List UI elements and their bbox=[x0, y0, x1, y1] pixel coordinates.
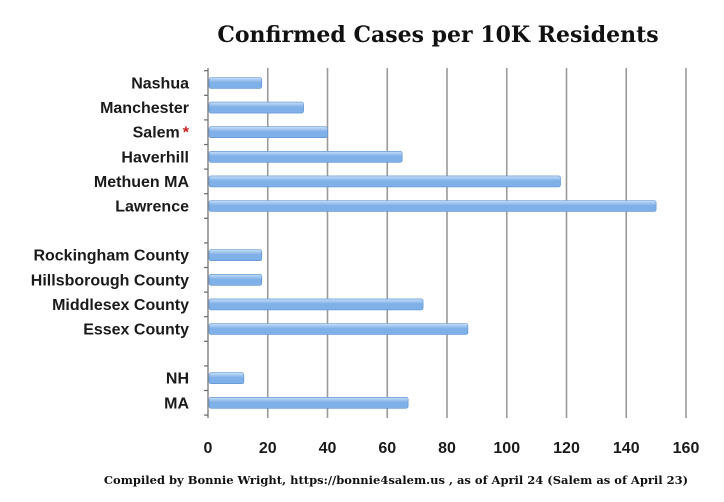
bar-nashua bbox=[208, 77, 263, 89]
category-label-hillsborough-county: Hillsborough County bbox=[31, 272, 189, 289]
bar-lawrence bbox=[208, 200, 657, 212]
category-label-nashua: Nashua bbox=[131, 76, 189, 93]
bar-manchester bbox=[208, 101, 304, 114]
category-label-lawrence: Lawrence bbox=[115, 199, 189, 216]
footer-credit: Compiled by Bonnie Wright, https://bonni… bbox=[104, 473, 688, 487]
category-label-middlesex-county: Middlesex County bbox=[52, 297, 189, 314]
category-label-ma: MA bbox=[164, 395, 189, 412]
bar-salem bbox=[208, 126, 328, 138]
category-label-salem: Salem * bbox=[133, 125, 190, 142]
gridlines bbox=[204, 68, 687, 418]
category-label-rockingham-county: Rockingham County bbox=[33, 248, 189, 265]
x-tick-60: 60 bbox=[378, 440, 396, 457]
bar-ma bbox=[208, 396, 409, 409]
x-tick-0: 0 bbox=[204, 440, 213, 457]
x-tick-160: 160 bbox=[673, 440, 700, 457]
x-tick-120: 120 bbox=[553, 440, 580, 457]
x-tick-40: 40 bbox=[319, 440, 337, 457]
x-tick-80: 80 bbox=[438, 440, 456, 457]
x-tick-140: 140 bbox=[613, 440, 640, 457]
category-label-essex-county: Essex County bbox=[83, 322, 189, 339]
x-tick-100: 100 bbox=[493, 440, 520, 457]
bars bbox=[208, 77, 657, 409]
bar-nh bbox=[208, 372, 245, 385]
bar-essex-county bbox=[208, 323, 469, 335]
bar-hillsborough-county bbox=[208, 273, 263, 286]
x-tick-20: 20 bbox=[259, 440, 277, 457]
category-label-nh: NH bbox=[166, 371, 189, 388]
category-label-manchester: Manchester bbox=[100, 100, 189, 117]
category-label-haverhill: Haverhill bbox=[121, 149, 189, 166]
bar-rockingham-county bbox=[208, 249, 263, 261]
bar-middlesex-county bbox=[208, 298, 424, 311]
category-labels: Nashua Manchester Salem * Haverhill Methuen M… bbox=[31, 76, 190, 413]
category-label-methuen-ma: Methuen MA bbox=[94, 174, 190, 191]
bar-methuen-ma bbox=[208, 175, 561, 188]
chart-title: Confirmed Cases per 10K Residents bbox=[217, 22, 658, 48]
x-tick-labels: 0 20 40 60 80 100 120 140 160 bbox=[204, 440, 700, 457]
bar-haverhill bbox=[208, 151, 403, 163]
